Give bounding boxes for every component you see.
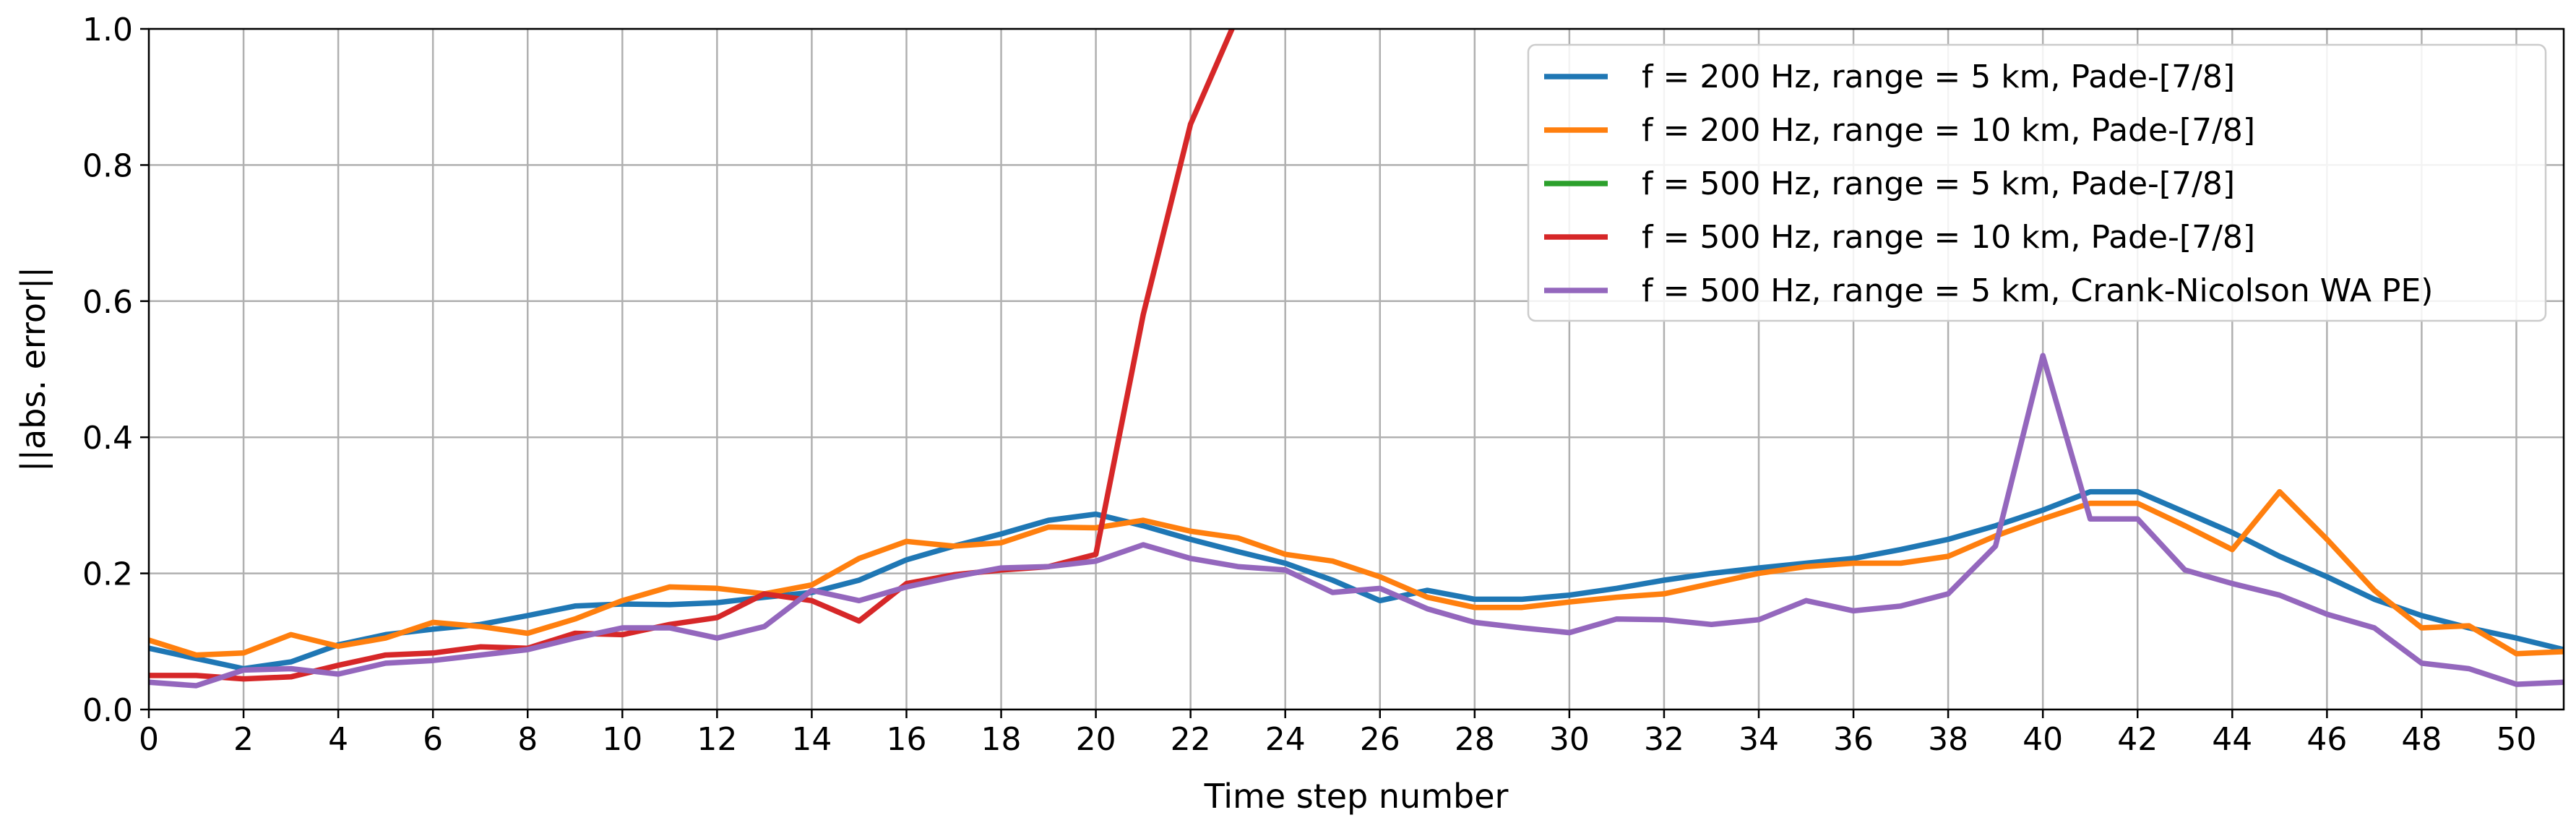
x-tick-label: 14 bbox=[791, 721, 832, 758]
x-tick-label: 30 bbox=[1549, 721, 1590, 758]
x-tick-label: 36 bbox=[1833, 721, 1874, 758]
x-tick-label: 34 bbox=[1739, 721, 1779, 758]
legend-entry: f = 200 Hz, range = 10 km, Pade-[7/8] bbox=[1642, 112, 2255, 149]
x-tick-label: 44 bbox=[2212, 721, 2252, 758]
x-tick-label: 28 bbox=[1455, 721, 1495, 758]
series-layer bbox=[149, 29, 2564, 689]
y-tick-label: 0.4 bbox=[82, 420, 133, 457]
x-tick-label: 48 bbox=[2401, 721, 2442, 758]
x-tick-label: 38 bbox=[1928, 721, 1968, 758]
y-tick-label: 0.0 bbox=[82, 692, 133, 729]
x-tick-label: 0 bbox=[139, 721, 159, 758]
legend: f = 200 Hz, range = 5 km, Pade-[7/8] f = … bbox=[1527, 43, 2547, 322]
x-tick-label: 18 bbox=[981, 721, 1022, 758]
x-tick-label: 6 bbox=[423, 721, 443, 758]
legend-entry: f = 500 Hz, range = 5 km, Pade-[7/8] bbox=[1642, 165, 2235, 202]
x-tick-label: 22 bbox=[1171, 721, 1211, 758]
legend-entry: f = 500 Hz, range = 5 km, Crank-Nicolson… bbox=[1642, 272, 2433, 309]
ticks: 0 2 4 6 8 10 12 14 16 18 20 22 24 26 28 30 32 34 36 38 40 42 4… bbox=[82, 12, 2536, 758]
x-tick-label: 2 bbox=[233, 721, 254, 758]
x-tick-label: 16 bbox=[886, 721, 926, 758]
x-tick-label: 40 bbox=[2023, 721, 2063, 758]
series-line-4 bbox=[149, 29, 1236, 682]
x-tick-label: 42 bbox=[2117, 721, 2158, 758]
x-tick-label: 32 bbox=[1644, 721, 1684, 758]
x-tick-label: 50 bbox=[2496, 721, 2536, 758]
legend-box bbox=[1527, 43, 2547, 322]
x-tick-label: 4 bbox=[328, 721, 348, 758]
y-tick-label: 0.8 bbox=[82, 147, 133, 184]
x-tick-label: 8 bbox=[517, 721, 538, 758]
y-tick-label: 1.0 bbox=[82, 12, 133, 48]
x-tick-label: 12 bbox=[697, 721, 737, 758]
plot-frame bbox=[147, 27, 2565, 711]
y-axis-label: ||abs. error|| bbox=[14, 267, 53, 472]
x-tick-label: 10 bbox=[602, 721, 642, 758]
legend-entry: f = 200 Hz, range = 5 km, Pade-[7/8] bbox=[1642, 59, 2235, 95]
y-tick-label: 0.2 bbox=[82, 556, 133, 593]
series-line-2 bbox=[149, 488, 2564, 658]
x-tick-label: 20 bbox=[1076, 721, 1116, 758]
legend-entry: f = 500 Hz, range = 10 km, Pade-[7/8] bbox=[1642, 219, 2255, 256]
x-tick-label: 26 bbox=[1360, 721, 1400, 758]
series-line-5 bbox=[149, 353, 2564, 689]
series-line-1 bbox=[149, 488, 2564, 672]
x-tick-label: 24 bbox=[1265, 721, 1306, 758]
x-axis-label: Time step number bbox=[1204, 777, 1509, 816]
y-tick-label: 0.6 bbox=[82, 284, 133, 321]
x-tick-label: 46 bbox=[2306, 721, 2347, 758]
